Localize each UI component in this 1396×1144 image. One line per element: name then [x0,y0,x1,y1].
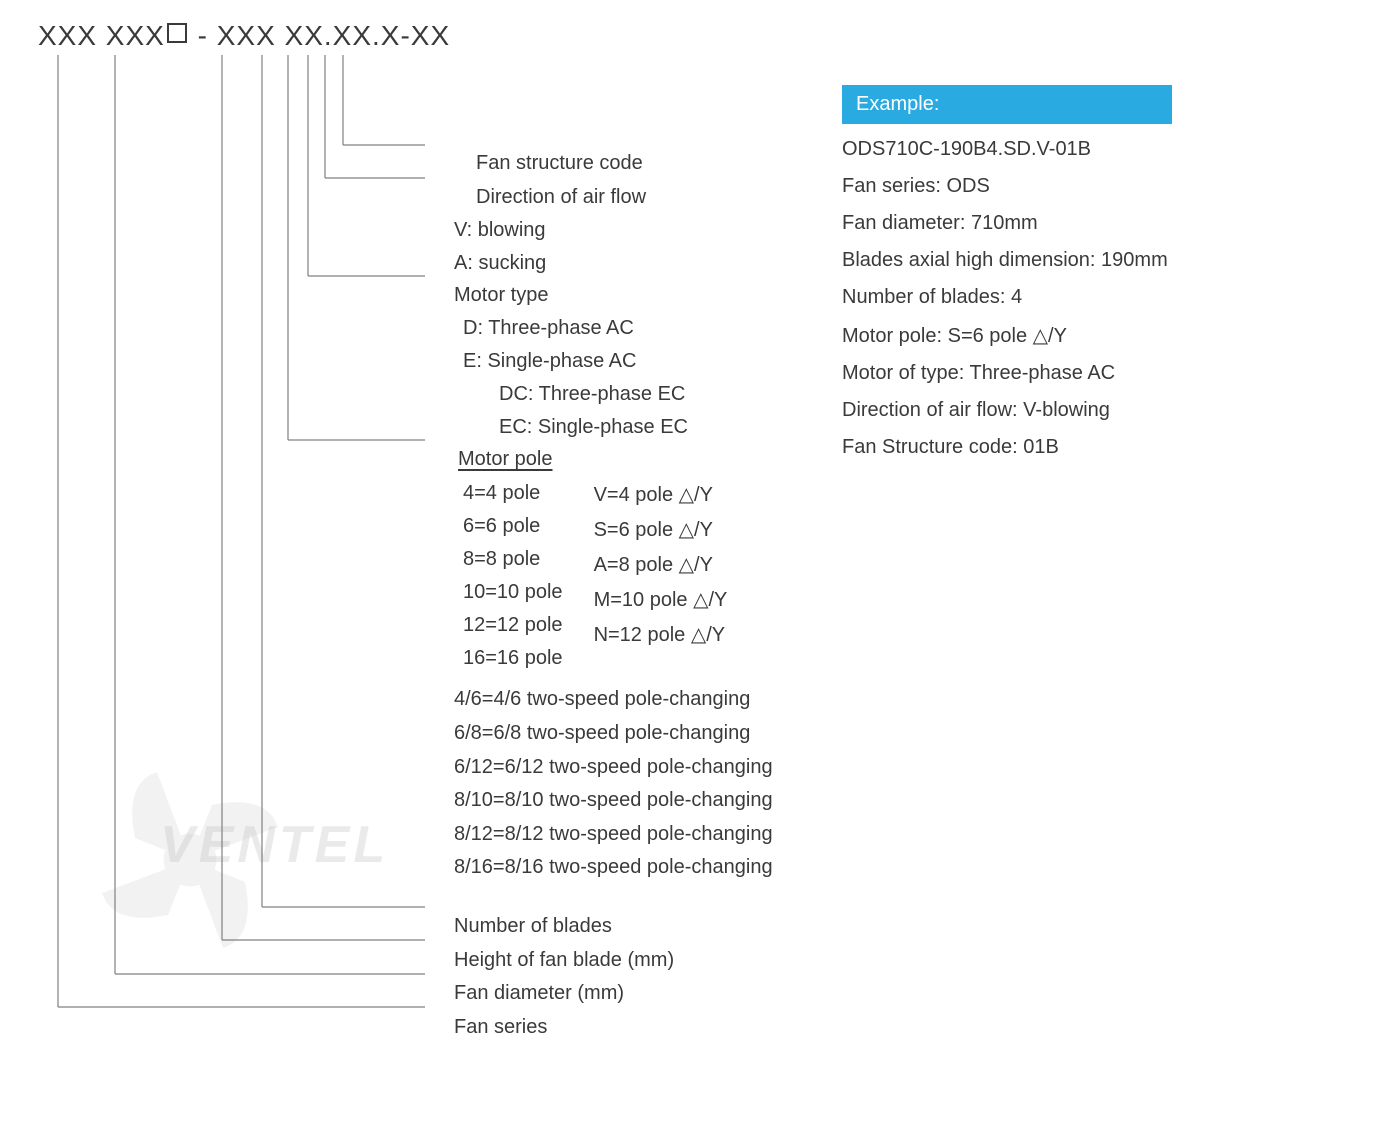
motor-pole-cols: 4=4 pole 6=6 pole 8=8 pole 10=10 pole 12… [463,482,727,670]
example-header: Example: [842,85,1172,124]
air-flow-header: Direction of air flow [476,186,646,209]
mpr-4: N=12 pole △/Y [594,622,728,647]
ex2: Blades axial high dimension: 190mm [842,249,1172,272]
pc-2: 6/12=6/12 two-speed pole-changing [454,756,773,779]
product-code-template: XXX XXX - XXX XX.XX.X-XX [38,20,450,52]
pc-4: 8/12=8/12 two-speed pole-changing [454,823,773,846]
fan-series-label: Fan series [454,1016,547,1039]
mpr-0: V=4 pole △/Y [594,482,728,507]
watermark-text: VENTEL [160,815,389,875]
air-flow-1: A: sucking [454,252,546,275]
motor-type-header: Motor type [454,284,548,307]
motor-pole-header: Motor pole [458,448,553,471]
mpr-1: S=6 pole △/Y [594,517,728,542]
mpl-0: 4=4 pole [463,482,588,505]
ex7: Fan Structure code: 01B [842,436,1172,459]
mpl-4: 12=12 pole [463,614,588,637]
fan-structure-label: Fan structure code [476,152,643,175]
num-blades-label: Number of blades [454,915,612,938]
mpr-3: M=10 pole △/Y [594,587,728,612]
pc-1: 6/8=6/8 two-speed pole-changing [454,722,750,745]
ex1: Fan diameter: 710mm [842,212,1172,235]
mpl-1: 6=6 pole [463,515,588,538]
pc-0: 4/6=4/6 two-speed pole-changing [454,688,750,711]
motor-type-3: EC: Single-phase EC [499,416,688,439]
ex6: Direction of air flow: V-blowing [842,399,1172,422]
mpr-2: A=8 pole △/Y [594,552,728,577]
ex4: Motor pole: S=6 pole △/Y [842,323,1172,348]
watermark-fan-icon [80,750,300,970]
ex3: Number of blades: 4 [842,286,1172,309]
motor-type-1: E: Single-phase AC [463,350,636,373]
air-flow-0: V: blowing [454,219,546,242]
mpl-2: 8=8 pole [463,548,588,571]
blade-height-label: Height of fan blade (mm) [454,949,674,972]
mpl-3: 10=10 pole [463,581,588,604]
fan-diameter-label: Fan diameter (mm) [454,982,624,1005]
motor-type-0: D: Three-phase AC [463,317,634,340]
motor-type-2: DC: Three-phase EC [499,383,685,406]
example-box: Example: ODS710C-190B4.SD.V-01B Fan seri… [842,85,1172,459]
pc-3: 8/10=8/10 two-speed pole-changing [454,789,773,812]
ex0: Fan series: ODS [842,175,1172,198]
example-code: ODS710C-190B4.SD.V-01B [842,138,1172,161]
ex5: Motor of type: Three-phase AC [842,362,1172,385]
mpl-5: 16=16 pole [463,647,588,670]
pc-5: 8/16=8/16 two-speed pole-changing [454,856,773,879]
